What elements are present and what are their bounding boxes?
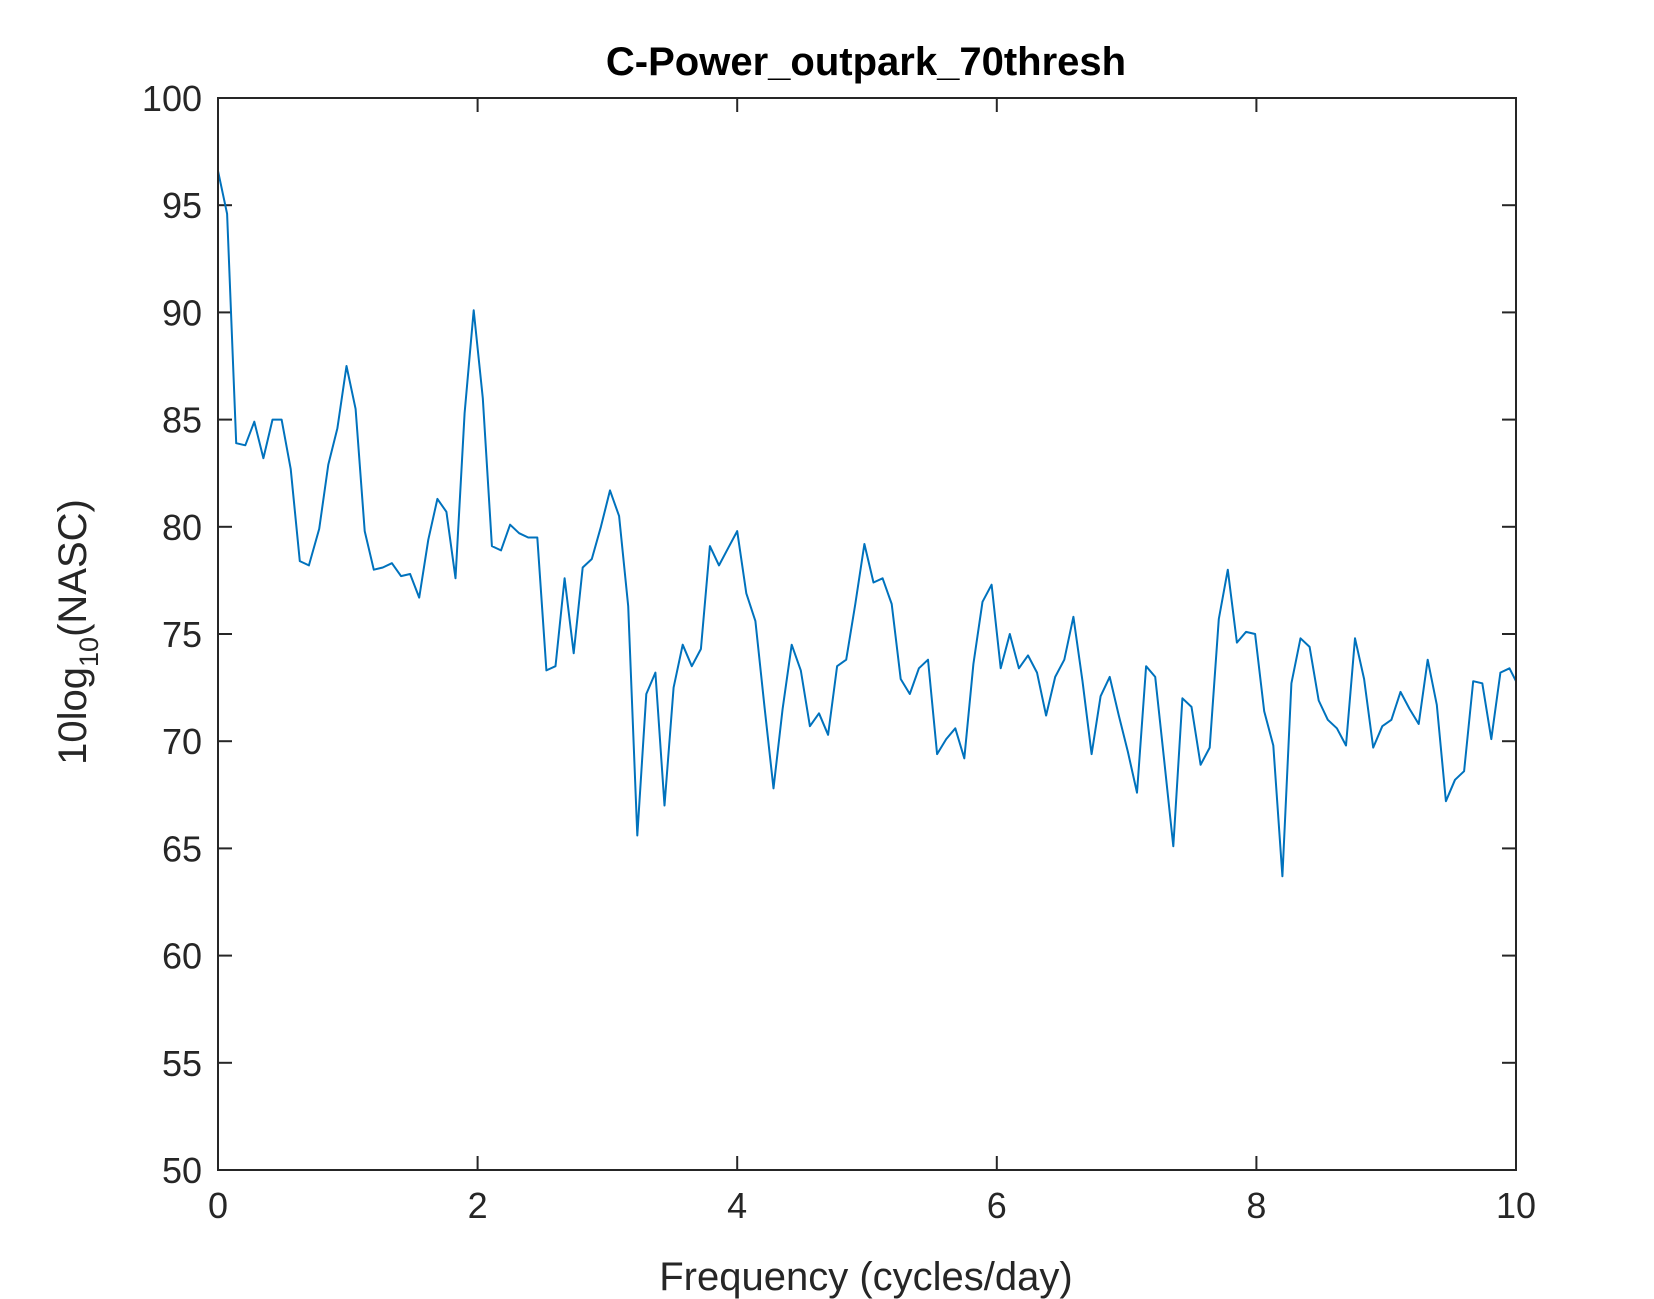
y-tick-label: 80 — [162, 507, 202, 548]
y-axis-title: 10log10(NASC) — [51, 499, 104, 765]
plot-area — [218, 98, 1516, 1170]
y-tick-label: 95 — [162, 185, 202, 226]
y-tick-label: 50 — [162, 1150, 202, 1191]
x-tick-label: 6 — [987, 1185, 1007, 1226]
x-tick-label: 4 — [727, 1185, 747, 1226]
chart-title: C-Power_outpark_70thresh — [606, 40, 1126, 84]
plot-frame — [217, 97, 1517, 1171]
x-tick-label: 2 — [468, 1185, 488, 1226]
y-tick-label: 85 — [162, 400, 202, 441]
y-tick-label: 60 — [162, 936, 202, 977]
x-tick-label: 0 — [208, 1185, 228, 1226]
tick-labels-layer: 0 2 4 6 8 10 50 55 60 65 70 75 80 85 90 95 100 — [142, 78, 1536, 1226]
y-tick-label: 55 — [162, 1043, 202, 1084]
y-axis-title-suffix: (NASC) — [51, 499, 95, 637]
y-axis-title-prefix: 10log — [51, 667, 95, 765]
x-tick-label: 10 — [1496, 1185, 1536, 1226]
y-tick-label: 70 — [162, 721, 202, 762]
y-tick-label: 100 — [142, 78, 202, 119]
y-tick-label: 75 — [162, 614, 202, 655]
y-axis-title-subscript: 10 — [74, 637, 104, 667]
x-axis-title: Frequency (cycles/day) — [659, 1255, 1072, 1299]
x-tick-label: 8 — [1246, 1185, 1266, 1226]
y-tick-label: 65 — [162, 828, 202, 869]
series-layer — [217, 170, 1517, 878]
series-line — [217, 170, 1517, 878]
y-tick-label: 90 — [162, 292, 202, 333]
